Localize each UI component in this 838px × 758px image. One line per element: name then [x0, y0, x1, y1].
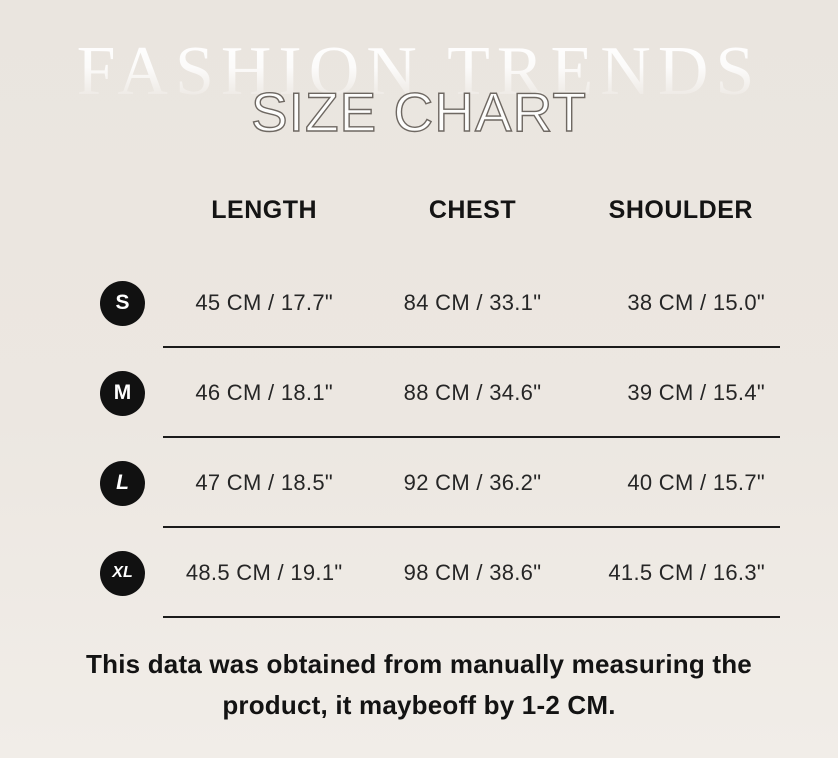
- size-badge-label: XL: [112, 564, 133, 581]
- size-badge-cell: L: [85, 460, 160, 506]
- shoulder-value: 40 CM / 15.7": [627, 470, 765, 495]
- chest-value: 84 CM / 33.1": [403, 290, 542, 315]
- size-badge-label: L: [116, 471, 129, 494]
- column-header-shoulder: SHOULDER: [608, 195, 753, 224]
- size-badge-l: L: [100, 460, 145, 506]
- row-divider: [163, 436, 780, 438]
- length-value: 48.5 CM / 19.1": [185, 560, 343, 585]
- row-divider: [163, 616, 780, 618]
- row-divider: [163, 346, 780, 348]
- table-row-xl: XL 48.5 CM / 19.1" 98 CM / 38.6" 41.5 CM…: [85, 528, 785, 618]
- row-divider: [163, 526, 780, 528]
- disclaimer-line-2: product, it maybeoff by 1-2 CM.: [222, 690, 616, 720]
- size-badge-label: S: [115, 291, 130, 314]
- fashion-trends-watermark: FASHION TRENDS: [0, 32, 838, 112]
- length-value: 47 CM / 18.5": [195, 470, 333, 495]
- length-value: 46 CM / 18.1": [195, 380, 333, 405]
- shoulder-value: 41.5 CM / 16.3": [608, 560, 765, 585]
- chest-value: 98 CM / 38.6": [403, 560, 542, 585]
- size-badge-label: M: [113, 381, 132, 404]
- table-row-s: S 45 CM / 17.7" 84 CM / 33.1" 38 CM / 15…: [85, 258, 785, 348]
- size-badge-s: S: [100, 280, 145, 326]
- column-header-chest: CHEST: [428, 195, 517, 224]
- chest-value: 92 CM / 36.2": [403, 470, 542, 495]
- measurement-disclaimer: This data was obtained from manually mea…: [0, 644, 838, 726]
- disclaimer-line-1: This data was obtained from manually mea…: [86, 649, 752, 679]
- size-badge-xl: XL: [100, 550, 145, 596]
- banner: FASHION TRENDS SIZE CHART: [0, 0, 838, 162]
- size-badge-cell: M: [85, 370, 160, 416]
- shoulder-value: 38 CM / 15.0": [627, 290, 765, 315]
- shoulder-value: 39 CM / 15.4": [627, 380, 765, 405]
- table-row-l: L 47 CM / 18.5" 92 CM / 36.2" 40 CM / 15…: [85, 438, 785, 528]
- length-value: 45 CM / 17.7": [195, 290, 333, 315]
- chest-value: 88 CM / 34.6": [403, 380, 542, 405]
- column-header-length: LENGTH: [211, 195, 318, 224]
- size-badge-cell: S: [85, 280, 160, 326]
- table-header-row: LENGTH CHEST SHOULDER: [85, 162, 785, 258]
- size-chart-title: SIZE CHART: [250, 80, 587, 143]
- size-badge-cell: XL: [85, 550, 160, 596]
- size-table: LENGTH CHEST SHOULDER S 45 CM / 17.7" 84…: [85, 162, 785, 618]
- size-badge-m: M: [100, 370, 145, 416]
- table-row-m: M 46 CM / 18.1" 88 CM / 34.6" 39 CM / 15…: [85, 348, 785, 438]
